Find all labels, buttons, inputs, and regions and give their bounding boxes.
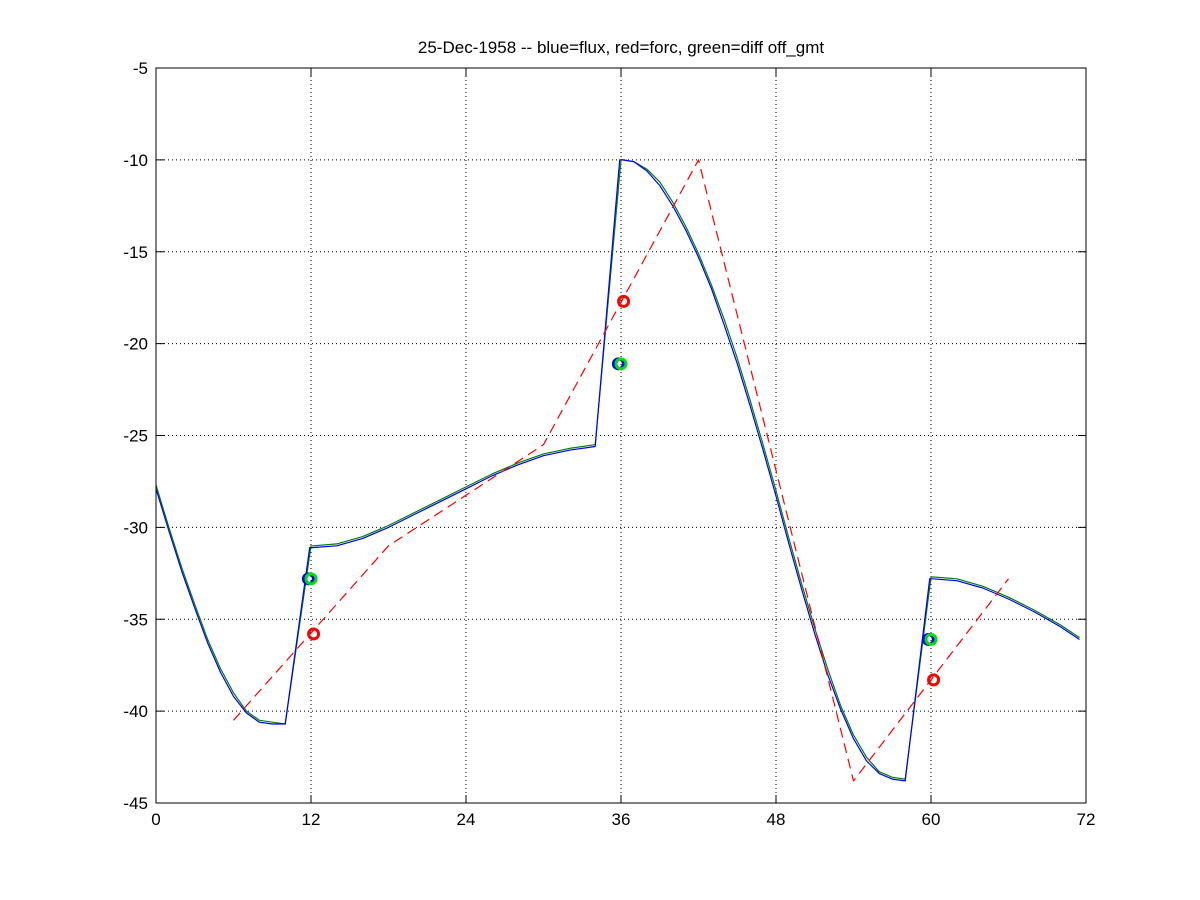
- x-tick-label: 12: [302, 810, 321, 829]
- x-tick-label: 36: [612, 810, 631, 829]
- y-tick-label: -25: [123, 427, 148, 446]
- y-tick-label: -40: [123, 702, 148, 721]
- series-line-2: [233, 159, 1009, 782]
- circle-markers: [301, 294, 941, 687]
- y-tick-label: -30: [123, 518, 148, 537]
- marker-circle-1: [924, 632, 938, 646]
- marker-circle-1: [304, 572, 318, 586]
- marker-circle-2: [927, 673, 941, 687]
- y-tick-label: -20: [123, 335, 148, 354]
- x-tick-labels: 0 12 24 36 48 60 72: [151, 810, 1095, 829]
- y-tick-label: -45: [123, 794, 148, 813]
- x-tick-label: 72: [1077, 810, 1096, 829]
- marker-circle-2: [307, 627, 321, 641]
- marker-circle-1: [614, 357, 628, 371]
- marker-circle-2: [617, 294, 631, 308]
- y-tick-labels: -5 -10 -15 -20 -25 -30 -35 -40 -45: [123, 59, 148, 813]
- y-tick-label: -35: [123, 610, 148, 629]
- y-tick-label: -15: [123, 243, 148, 262]
- chart-title: 25-Dec-1958 -- blue=flux, red=forc, gree…: [418, 38, 824, 57]
- x-tick-label: 0: [151, 810, 160, 829]
- series-line-1: [155, 159, 1080, 780]
- x-tick-label: 24: [457, 810, 476, 829]
- axis-ticks: [155, 67, 1087, 804]
- x-tick-label: 60: [922, 810, 941, 829]
- series-lines: [155, 159, 1080, 782]
- series-line-0: [155, 159, 1080, 782]
- x-tick-label: 48: [767, 810, 786, 829]
- grid-lines: [156, 68, 1086, 803]
- y-tick-label: -10: [123, 151, 148, 170]
- y-tick-label: -5: [133, 59, 148, 78]
